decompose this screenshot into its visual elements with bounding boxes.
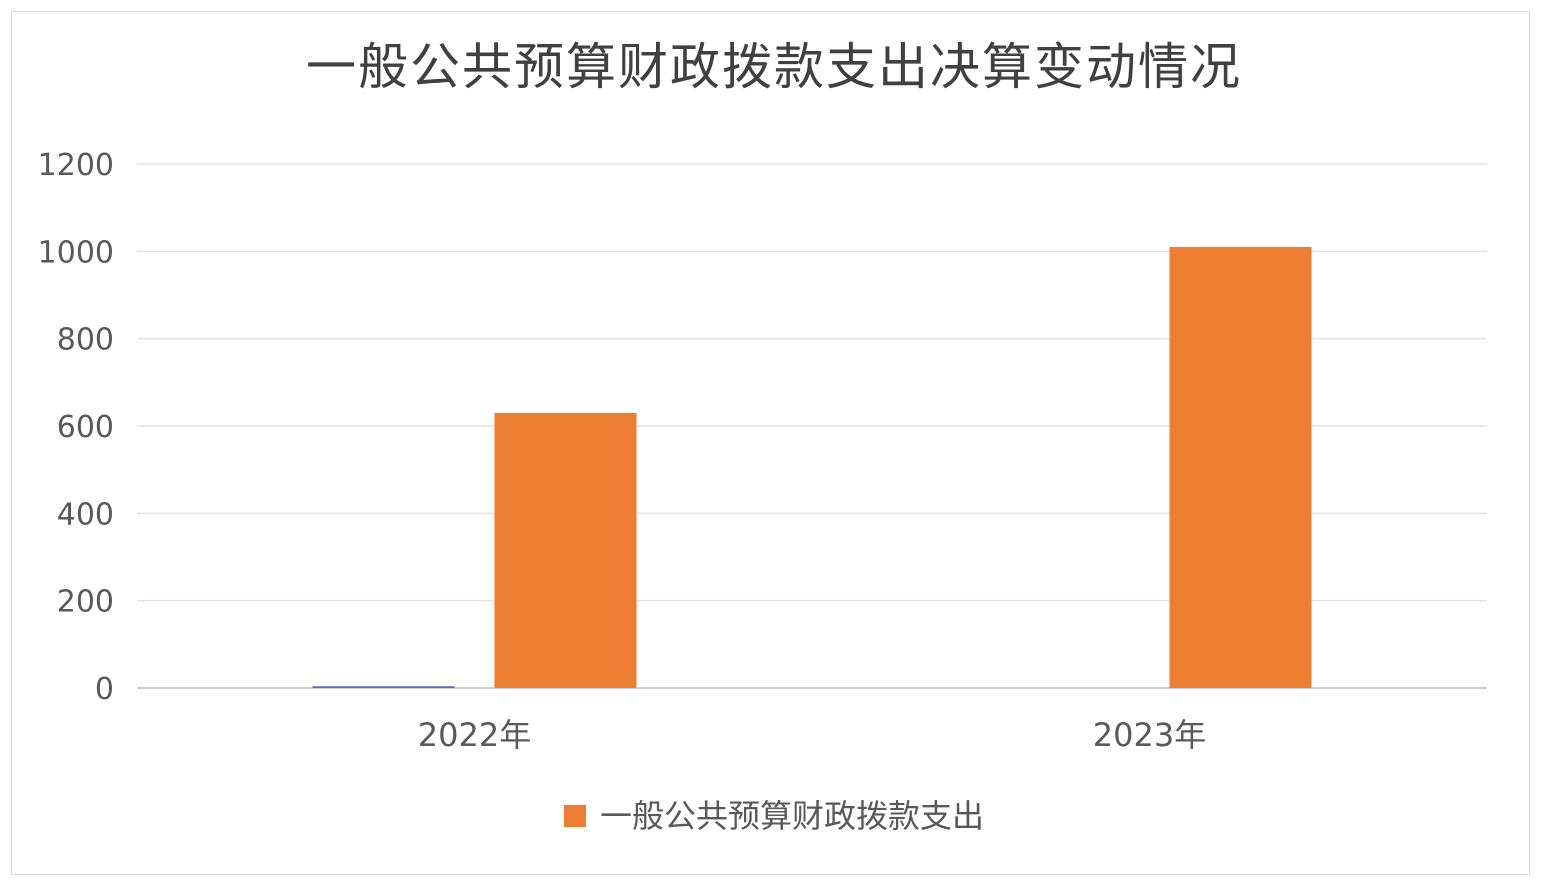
y-tick-label: 1000	[38, 235, 114, 270]
y-tick-label: 600	[57, 410, 114, 445]
x-tick-label: 2023年	[1093, 716, 1206, 754]
legend-label: 一般公共预算财政拨款支出	[599, 797, 984, 835]
y-tick-label: 800	[57, 323, 114, 358]
chart-title: 一般公共预算财政拨款支出决算变动情况	[306, 38, 1242, 96]
y-tick-label: 0	[95, 672, 114, 707]
legend-swatch	[563, 805, 586, 827]
y-tick-label: 200	[57, 585, 114, 620]
legend: 一般公共预算财政拨款支出	[0, 800, 1548, 832]
x-tick-label: 2022年	[418, 716, 531, 754]
bar	[494, 412, 637, 688]
y-tick-label: 400	[57, 497, 114, 532]
bar	[312, 686, 455, 688]
bar	[1169, 246, 1312, 688]
y-tick-label: 1200	[38, 148, 114, 183]
